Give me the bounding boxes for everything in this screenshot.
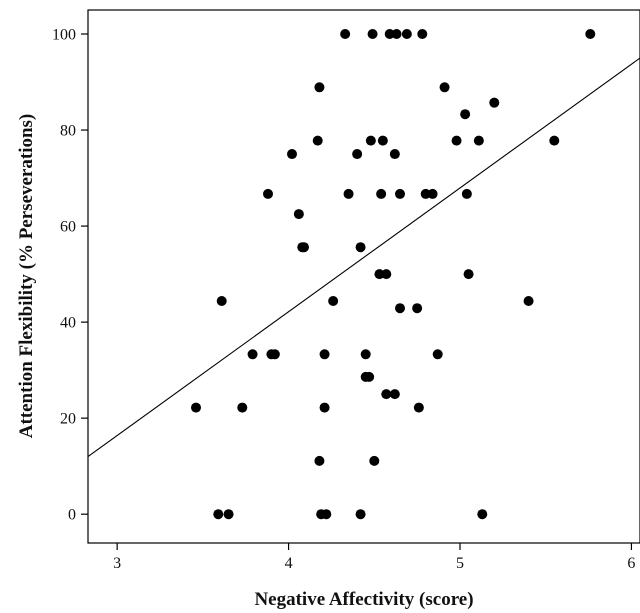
data-point bbox=[328, 295, 339, 306]
data-point bbox=[463, 269, 474, 280]
y-tick-label: 60 bbox=[60, 219, 76, 236]
y-axis-title: Attention Flexibility (% Perseverations) bbox=[16, 114, 37, 439]
data-point bbox=[412, 303, 423, 314]
y-tick-label: 0 bbox=[68, 507, 76, 524]
data-point bbox=[365, 135, 376, 146]
data-point bbox=[247, 349, 258, 360]
data-point bbox=[377, 135, 388, 146]
y-tick-label: 80 bbox=[60, 123, 76, 140]
data-point bbox=[263, 188, 273, 199]
data-point bbox=[319, 349, 330, 360]
data-point bbox=[439, 82, 450, 93]
data-point bbox=[460, 109, 471, 120]
data-point bbox=[223, 509, 234, 520]
data-point bbox=[381, 269, 392, 280]
data-point bbox=[389, 149, 400, 160]
data-point bbox=[355, 509, 366, 520]
data-point bbox=[360, 349, 371, 360]
data-point bbox=[432, 349, 443, 360]
data-point bbox=[237, 402, 248, 413]
data-point bbox=[461, 188, 472, 199]
data-point bbox=[352, 149, 363, 160]
data-point bbox=[364, 371, 375, 382]
data-point bbox=[269, 349, 280, 360]
data-point bbox=[427, 188, 438, 199]
data-point bbox=[374, 269, 385, 280]
y-tick-label: 20 bbox=[60, 411, 76, 428]
data-point bbox=[376, 188, 387, 199]
data-point bbox=[314, 82, 325, 93]
regression-line bbox=[87, 57, 640, 458]
data-point bbox=[367, 29, 378, 40]
data-point bbox=[299, 242, 309, 253]
data-point bbox=[417, 29, 428, 40]
data-point bbox=[340, 29, 351, 40]
data-point bbox=[477, 509, 488, 520]
data-point bbox=[343, 188, 354, 199]
data-point bbox=[319, 402, 330, 413]
data-points bbox=[191, 29, 596, 520]
data-point bbox=[395, 188, 405, 199]
y-tick-label: 100 bbox=[52, 27, 76, 44]
data-point bbox=[389, 389, 400, 400]
data-point bbox=[473, 135, 484, 146]
data-point bbox=[314, 455, 325, 466]
data-point bbox=[293, 209, 304, 220]
plot-area bbox=[87, 9, 640, 544]
y-axis-ticks: 0 20 40 60 80 100 bbox=[52, 27, 88, 524]
data-point bbox=[451, 135, 462, 146]
y-tick-label: 40 bbox=[60, 315, 76, 332]
data-point bbox=[369, 455, 380, 466]
data-point bbox=[213, 509, 224, 520]
data-point bbox=[321, 509, 332, 520]
data-point bbox=[355, 242, 366, 253]
x-axis-ticks: 3 4 5 6 bbox=[113, 543, 635, 572]
data-point bbox=[401, 29, 412, 40]
data-point bbox=[413, 402, 424, 413]
data-point bbox=[216, 295, 227, 306]
data-point bbox=[384, 29, 395, 40]
x-tick-label: 3 bbox=[113, 555, 121, 572]
data-point bbox=[549, 135, 560, 146]
data-point bbox=[287, 149, 297, 160]
data-point bbox=[191, 402, 201, 413]
data-point bbox=[585, 29, 596, 40]
data-point bbox=[523, 295, 534, 306]
data-point bbox=[391, 29, 402, 40]
data-point bbox=[312, 135, 323, 146]
x-axis-title: Negative Affectivity (score) bbox=[254, 589, 473, 610]
x-tick-label: 4 bbox=[285, 555, 293, 572]
x-tick-label: 5 bbox=[456, 555, 464, 572]
data-point bbox=[395, 303, 405, 314]
data-point bbox=[381, 389, 392, 400]
data-point bbox=[489, 97, 500, 108]
data-point bbox=[420, 188, 431, 199]
x-tick-label: 6 bbox=[627, 555, 635, 572]
